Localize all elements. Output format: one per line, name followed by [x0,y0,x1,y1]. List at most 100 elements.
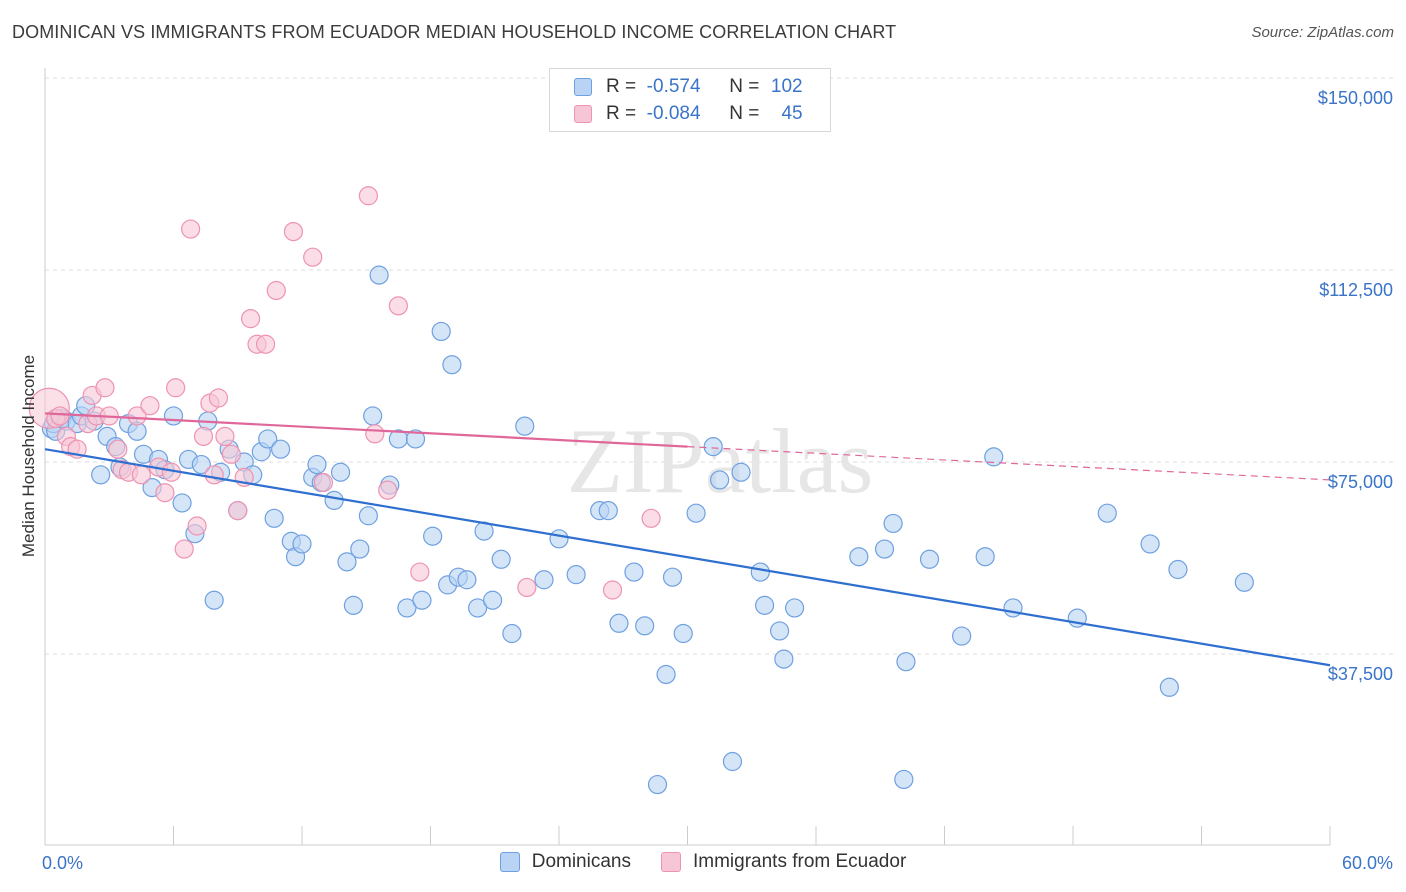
data-point [163,406,184,426]
data-point [412,590,432,610]
data-point [710,470,730,490]
data-point [754,595,775,615]
legend-r-value: -0.084 [646,103,701,124]
legend-swatch-blue [574,78,592,96]
data-point [127,406,147,426]
data-point [703,437,723,457]
data-point [363,406,383,426]
data-point [423,526,443,546]
data-point [549,529,569,549]
data-point [515,416,535,436]
legend-r-label: R = [606,76,637,97]
data-point [221,444,241,464]
data-point [255,334,276,354]
data-point [502,623,522,644]
grid-lines [45,77,1395,655]
y-tick-label: $75,000 [1328,472,1393,492]
data-point [431,321,451,342]
data-point [91,465,111,485]
data-point [1234,572,1254,592]
data-point [468,598,488,618]
legend-n-label: N = [729,76,760,97]
x-tick-label: 60.0% [1342,853,1393,873]
data-point [258,429,278,449]
legend-row-dominicans: R = -0.574 N = 102 [574,75,803,99]
y-tick-label: $112,500 [1319,280,1393,300]
data-point [647,774,668,795]
data-point [731,462,751,482]
data-point [95,378,115,398]
data-point [365,424,385,444]
data-point [292,534,312,554]
trend-line-dominicans [44,448,1331,667]
data-point [952,626,972,646]
data-point [662,567,683,587]
data-point [307,454,327,475]
data-point [187,516,207,536]
data-point [784,598,805,618]
data-point [358,506,378,526]
data-point [270,439,291,459]
data-point [984,447,1004,467]
data-point [405,429,426,449]
data-point [975,547,995,567]
data-point [769,621,790,641]
data-point [656,664,676,685]
data-point [324,490,344,510]
y-tick-label: $37,500 [1328,664,1393,684]
y-tick-label: $150,000 [1318,88,1393,108]
data-point [673,623,693,644]
legend-swatch-pink [660,852,681,872]
data-point [266,280,286,301]
data-point [369,265,389,285]
data-point [894,769,914,790]
data-point [534,570,554,590]
data-point [313,472,334,493]
data-point [722,751,743,772]
data-point [241,309,261,329]
data-point [1168,559,1188,580]
data-point [750,562,770,582]
data-point [358,186,378,206]
data-point [166,378,186,398]
series-ecuador [28,186,661,600]
data-point [1140,534,1160,554]
legend-r-value: -0.574 [646,76,701,97]
chart-title: DOMINICAN VS IMMIGRANTS FROM ECUADOR MED… [12,22,897,42]
data-point [457,570,477,590]
watermark: ZIPatlas [567,410,874,512]
source-label: Source: ZipAtlas.com [1251,24,1394,41]
legend-n-value: 102 [770,76,803,97]
data-point [140,396,160,416]
data-point [566,565,586,585]
data-point [204,465,224,485]
data-point [172,493,192,513]
data-point [50,406,70,426]
data-point [155,483,175,503]
data-point [193,426,214,446]
data-point [228,501,248,521]
data-point [174,539,194,559]
data-point [774,649,794,669]
series-legend: Dominicans Immigrants from Ecuador [0,851,1406,873]
trend-lines [44,412,1331,667]
legend-n-value: 45 [781,103,803,124]
data-point [624,562,644,582]
series-dominicans [41,265,1254,795]
y-tick-labels: $37,500 $75,000 $112,500 $150,000 [1318,88,1393,684]
data-point [131,465,151,485]
trend-line-ecuador [44,412,688,448]
legend-row-ecuador: R = -0.084 N = 45 [574,102,803,126]
data-point [849,547,869,567]
legend-label: Dominicans [531,851,631,872]
legend-item-ecuador: Immigrants from Ecuador [660,851,906,873]
x-tick-label: 0.0% [42,853,83,873]
data-point [491,549,511,569]
legend-r-label: R = [606,103,637,124]
data-point [686,503,706,523]
data-point [215,426,235,446]
data-point [397,598,417,618]
data-point [388,296,408,316]
data-point [517,577,537,598]
